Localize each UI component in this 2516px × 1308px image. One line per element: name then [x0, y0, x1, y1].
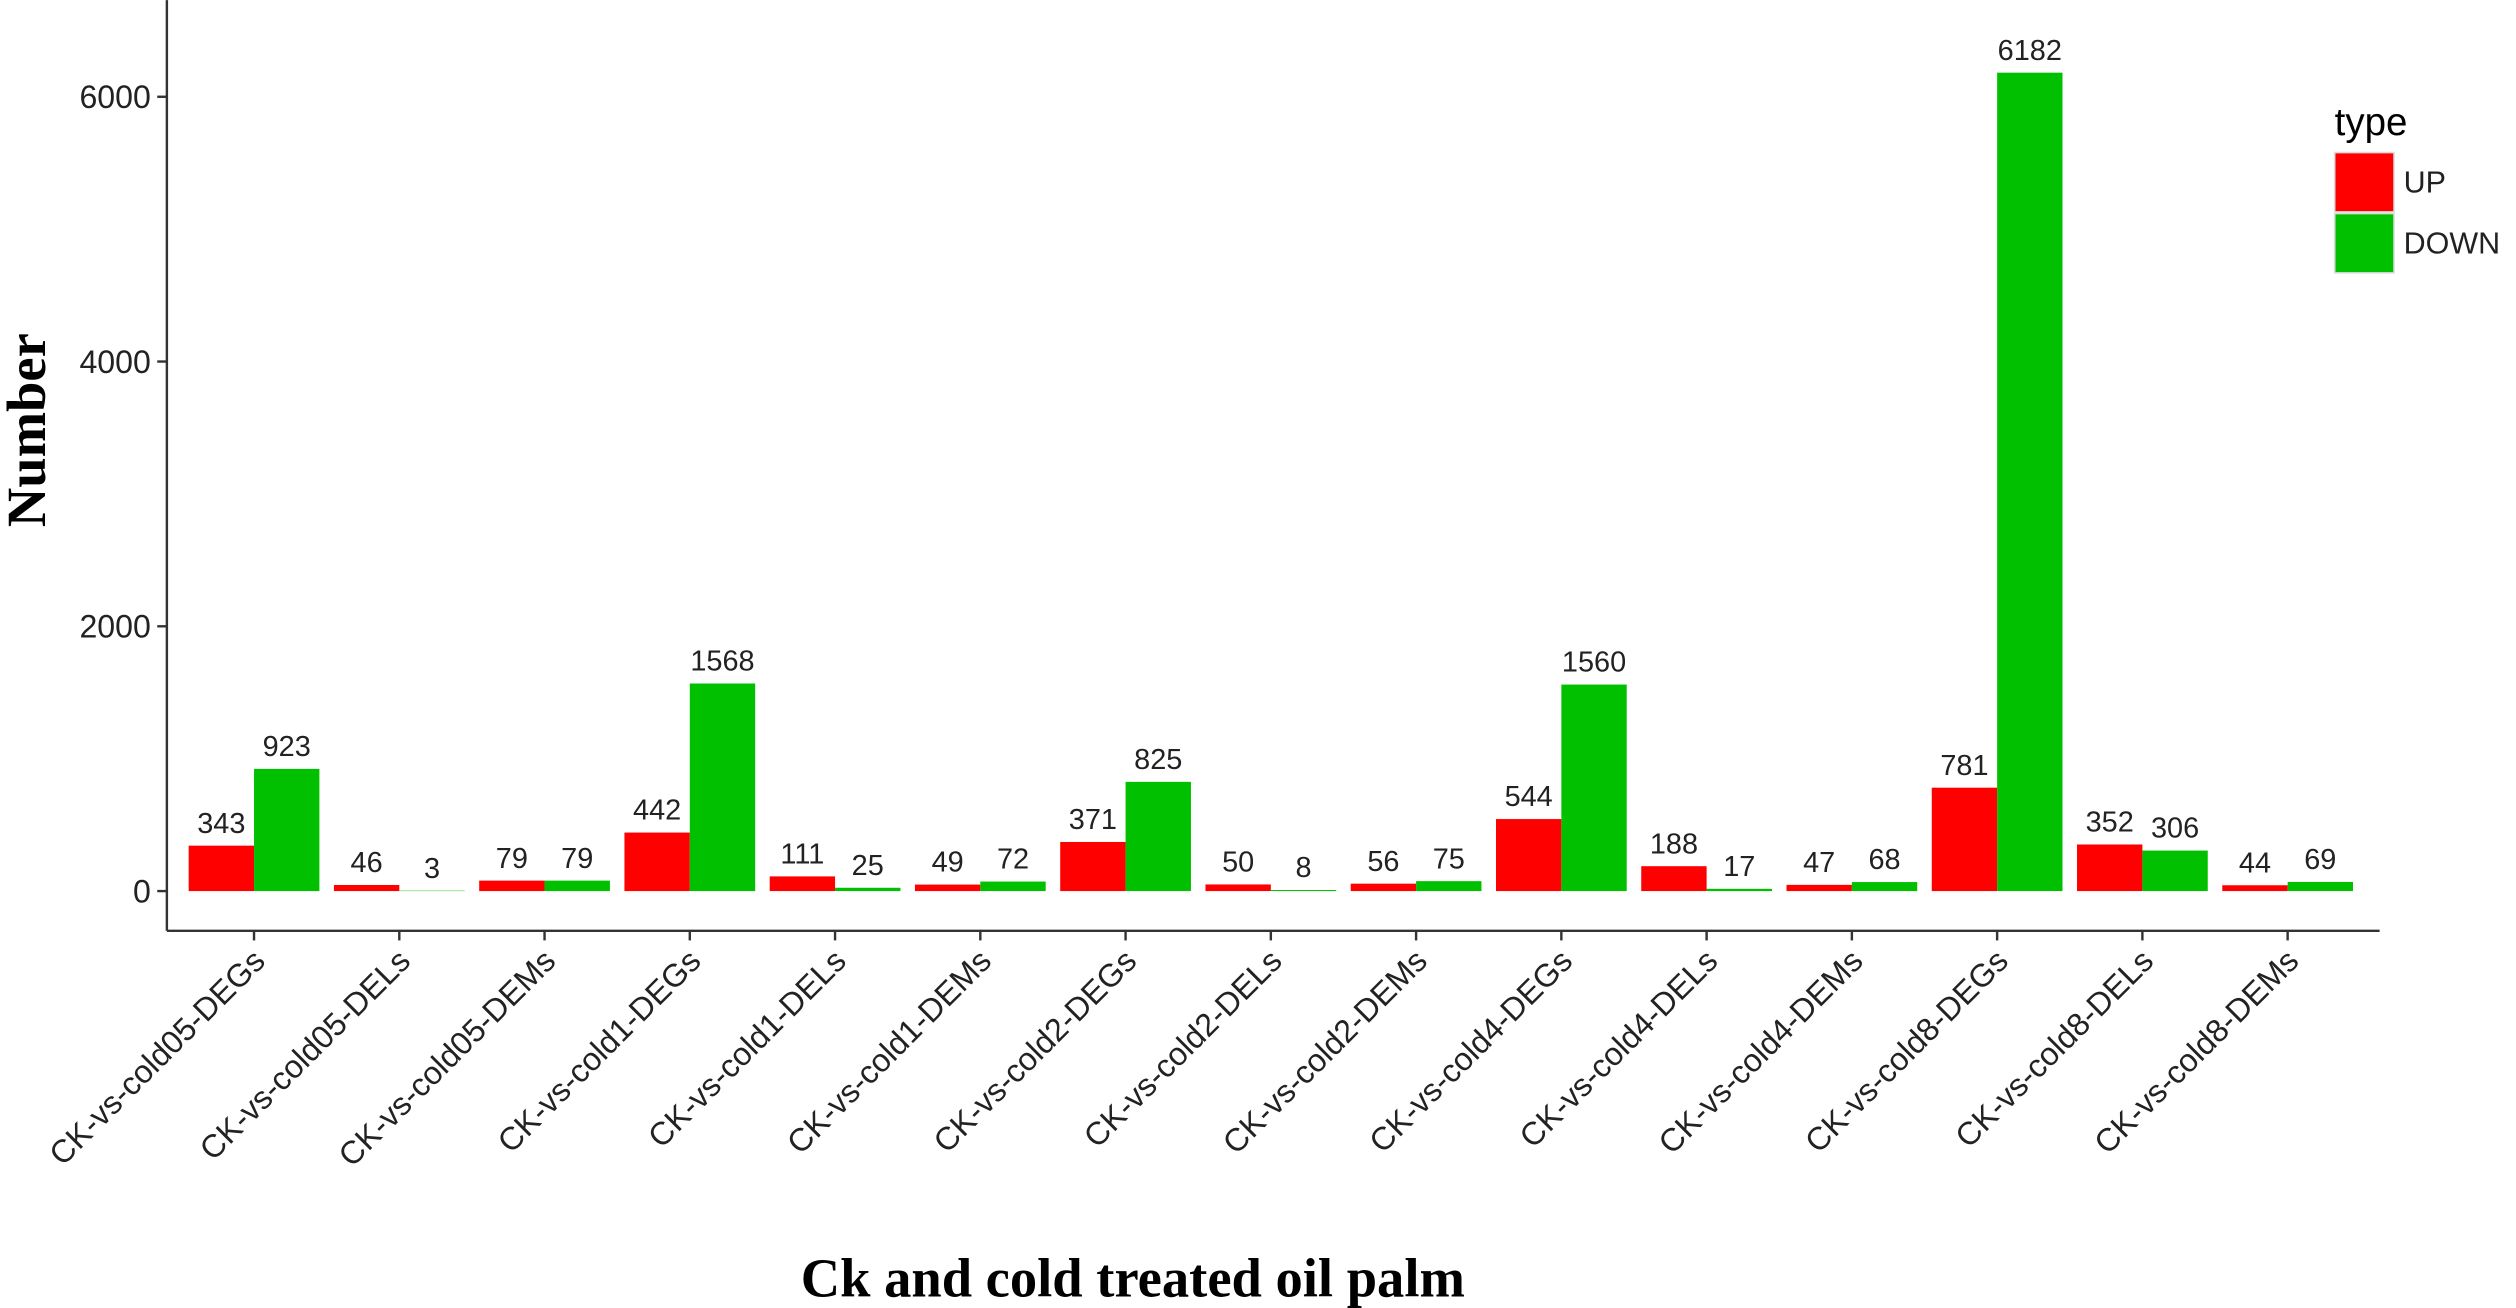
value-label: 1560 — [1562, 647, 1626, 679]
bar — [689, 683, 756, 892]
value-label: 825 — [1134, 744, 1182, 776]
y-tick-label: 2000 — [79, 609, 150, 645]
value-label: 17 — [1723, 851, 1755, 883]
y-tick-label: 6000 — [79, 79, 150, 115]
value-label: 44 — [2239, 847, 2271, 879]
y-tick-label: 4000 — [79, 344, 150, 380]
y-axis-title: Number — [0, 333, 57, 527]
bar — [980, 881, 1046, 892]
value-label: 79 — [561, 843, 593, 875]
bar — [2142, 850, 2208, 892]
value-label: 306 — [2151, 813, 2199, 845]
bar — [1205, 884, 1271, 892]
bar — [2222, 885, 2288, 892]
value-label: 49 — [932, 847, 964, 879]
bar — [2077, 844, 2143, 892]
bar — [1495, 819, 1562, 892]
bar — [333, 884, 400, 892]
bar — [1125, 781, 1191, 892]
bar — [1561, 684, 1627, 892]
bar — [1786, 884, 1852, 892]
value-label: 79 — [496, 843, 528, 875]
bar — [1641, 866, 1707, 892]
value-label: 544 — [1505, 781, 1553, 813]
legend-label: UP — [2404, 166, 2446, 200]
bar — [1270, 890, 1337, 892]
value-label: 3 — [424, 853, 440, 885]
bar — [479, 880, 545, 892]
x-axis-title: Ck and cold treated oil palm — [801, 1248, 1465, 1308]
bar — [1851, 882, 1918, 892]
bar — [835, 887, 901, 892]
value-label: 72 — [997, 844, 1029, 876]
value-label: 69 — [2304, 844, 2336, 876]
value-label: 75 — [1433, 843, 1465, 875]
value-label: 923 — [263, 731, 311, 763]
legend-label: DOWN — [2404, 227, 2500, 261]
value-label: 46 — [351, 847, 383, 879]
value-label: 25 — [852, 850, 884, 882]
value-label: 50 — [1222, 847, 1254, 879]
bar — [769, 876, 836, 892]
y-tick-label: 0 — [133, 873, 151, 909]
value-label: 371 — [1069, 804, 1117, 836]
legend-key — [2333, 151, 2395, 213]
value-label: 6182 — [1998, 35, 2062, 67]
legend-title: type — [2335, 101, 2408, 144]
bar — [1060, 841, 1126, 892]
bar — [914, 884, 981, 892]
value-label: 68 — [1868, 844, 1900, 876]
bar — [188, 845, 255, 892]
bar — [1416, 881, 1482, 892]
bar — [624, 832, 690, 892]
value-label: 1568 — [690, 646, 754, 678]
bar — [1931, 787, 1998, 892]
value-label: 781 — [1940, 750, 1988, 782]
bar — [2287, 881, 2354, 892]
value-label: 8 — [1295, 852, 1311, 884]
value-label: 188 — [1650, 828, 1698, 860]
bar — [1350, 883, 1417, 892]
value-label: 442 — [633, 795, 681, 827]
value-label: 343 — [197, 808, 245, 840]
value-label: 111 — [780, 839, 824, 871]
value-label: 47 — [1803, 847, 1835, 879]
bar — [544, 880, 610, 892]
value-label: 56 — [1367, 846, 1399, 878]
bar — [1706, 888, 1772, 892]
legend-key — [2333, 212, 2395, 274]
bar — [1997, 72, 2063, 892]
bar — [254, 768, 320, 892]
value-label: 352 — [2086, 807, 2134, 839]
